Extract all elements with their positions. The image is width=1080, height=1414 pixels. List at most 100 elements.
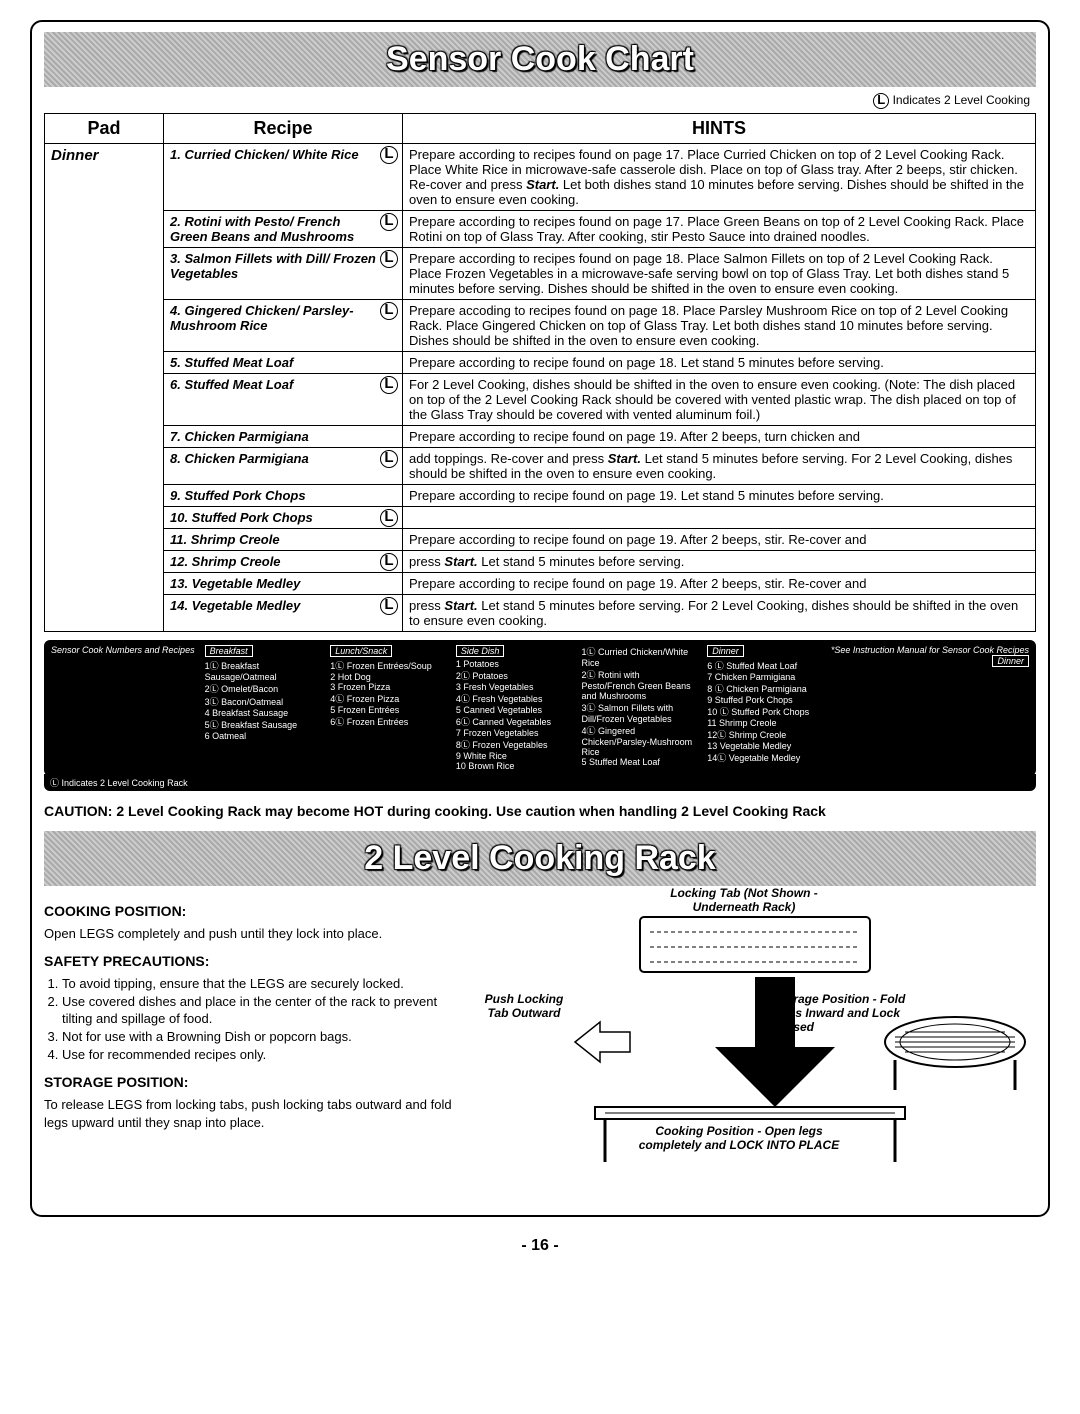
footer-group-head: Lunch/Snack — [330, 645, 392, 657]
footer-item: 6 Oatmeal — [205, 731, 319, 741]
hint-cell: Prepare according to recipes found on pa… — [403, 248, 1036, 300]
footer-item: 2 Hot Dog — [330, 672, 444, 682]
safety-item: Not for use with a Browning Dish or popc… — [62, 1028, 464, 1046]
footer-group-head: Dinner — [707, 645, 744, 657]
hint-cell: Prepare according to recipe found on pag… — [403, 485, 1036, 507]
footer-item: 4 Breakfast Sausage — [205, 708, 319, 718]
diagram-label-tab: Locking Tab (Not Shown - Underneath Rack… — [654, 886, 834, 914]
footer-item: 6 Ⓛ Stuffed Meat Loaf — [707, 659, 821, 672]
footer-item: 8 Ⓛ Chicken Parmigiana — [707, 682, 821, 695]
safety-item: Use for recommended recipes only. — [62, 1046, 464, 1064]
footer-item: 3 Frozen Pizza — [330, 682, 444, 692]
footer-item: 9 Stuffed Pork Chops — [707, 695, 821, 705]
diagram-label-push: Push Locking Tab Outward — [474, 992, 574, 1020]
footer-item: 12Ⓛ Shrimp Creole — [707, 728, 821, 741]
footer-title: Sensor Cook Numbers and Recipes — [51, 645, 195, 655]
footer-item: 4Ⓛ Gingered Chicken/Parsley-Mushroom Ric… — [582, 724, 696, 757]
recipe-cell: 3. Salmon Fillets with Dill/ Frozen Vege… — [164, 248, 403, 300]
header-recipe: Recipe — [164, 114, 403, 144]
header-pad: Pad — [45, 114, 164, 144]
cooking-text-column: COOKING POSITION: Open LEGS completely a… — [44, 892, 464, 1175]
footer-item: 5Ⓛ Breakfast Sausage — [205, 718, 319, 731]
footer-item: 1Ⓛ Curried Chicken/White Rice — [582, 645, 696, 668]
footer-item: 4Ⓛ Fresh Vegetables — [456, 692, 570, 705]
footer-item: 1Ⓛ Frozen Entrées/Soup — [330, 659, 444, 672]
footer-item: 14Ⓛ Vegetable Medley — [707, 751, 821, 764]
footer-title-group: Sensor Cook Numbers and Recipes — [51, 645, 195, 771]
two-level-indicator: L Indicates 2 Level Cooking — [44, 93, 1030, 109]
hint-cell: For 2 Level Cooking, dishes should be sh… — [403, 374, 1036, 426]
cooking-position-head: COOKING POSITION: — [44, 902, 464, 921]
hint-cell: Prepare according to recipes found on pa… — [403, 211, 1036, 248]
recipe-cell: 6. Stuffed Meat LoafL — [164, 374, 403, 426]
caution-text: CAUTION: 2 Level Cooking Rack may become… — [44, 803, 1036, 819]
storage-text: To release LEGS from locking tabs, push … — [44, 1096, 464, 1131]
footer-group: Side Dish 1 Potatoes2Ⓛ Potatoes3 Fresh Ve… — [456, 645, 570, 771]
banner-cooking-rack: 2 Level Cooking Rack — [44, 831, 1036, 886]
footer-item: 3 Fresh Vegetables — [456, 682, 570, 692]
two-level-icon: L — [380, 213, 398, 231]
diagram-label-storage: Storage Position - Fold Legs Inward and … — [774, 992, 924, 1034]
hint-cell: Prepare according to recipe found on pag… — [403, 426, 1036, 448]
recipe-cell: 14. Vegetable MedleyL — [164, 595, 403, 632]
hint-cell: add toppings. Re-cover and press Start. … — [403, 448, 1036, 485]
two-level-icon: L — [380, 553, 398, 571]
footer-item: 1 Potatoes — [456, 659, 570, 669]
footer-item: 6Ⓛ Frozen Entrées — [330, 715, 444, 728]
two-level-icon: L — [380, 302, 398, 320]
recipe-cell: 1. Curried Chicken/ White RiceL — [164, 144, 403, 211]
cooking-position-text: Open LEGS completely and push until they… — [44, 925, 464, 943]
footer-item: 2Ⓛ Potatoes — [456, 669, 570, 682]
footer-group: Lunch/Snack 1Ⓛ Frozen Entrées/Soup2 Hot D… — [330, 645, 444, 771]
header-hints: HINTS — [403, 114, 1036, 144]
diagram-label-cooking: Cooking Position - Open legs completely … — [624, 1124, 854, 1152]
footer-item: 5 Canned Vegetables — [456, 705, 570, 715]
safety-item: To avoid tipping, ensure that the LEGS a… — [62, 975, 464, 993]
safety-head: SAFETY PRECAUTIONS: — [44, 952, 464, 971]
storage-head: STORAGE POSITION: — [44, 1073, 464, 1092]
footer-notes: *See Instruction Manual for Sensor Cook … — [831, 645, 1029, 771]
recipe-cell: 8. Chicken ParmigianaL — [164, 448, 403, 485]
two-level-icon: L — [380, 597, 398, 615]
footer-item: 7 Chicken Parmigiana — [707, 672, 821, 682]
page-frame: Sensor Cook Chart L Indicates 2 Level Co… — [30, 20, 1050, 1217]
hint-cell: Prepare accoding to recipes found on pag… — [403, 300, 1036, 352]
hint-cell: press Start. Let stand 5 minutes before … — [403, 595, 1036, 632]
footer-head-dinner: Dinner — [992, 655, 1029, 667]
rack-diagram: Push Locking Tab Outward Locking Tab (No… — [474, 892, 1036, 1175]
hint-cell: Prepare according to recipes found on pa… — [403, 144, 1036, 211]
footer-group-head: Side Dish — [456, 645, 505, 657]
footer-group: Breakfast 1Ⓛ Breakfast Sausage/Oatmeal2Ⓛ … — [205, 645, 319, 771]
footer-item: 2Ⓛ Rotini with Pesto/French Green Beans … — [582, 668, 696, 701]
footer-item: 4Ⓛ Frozen Pizza — [330, 692, 444, 705]
footer-item: 1Ⓛ Breakfast Sausage/Oatmeal — [205, 659, 319, 682]
footer-group-head: Breakfast — [205, 645, 253, 657]
cooking-rack-section: COOKING POSITION: Open LEGS completely a… — [44, 892, 1036, 1175]
two-level-icon: L — [380, 146, 398, 164]
recipe-cell: 12. Shrimp CreoleL — [164, 551, 403, 573]
recipe-cell: 10. Stuffed Pork ChopsL — [164, 507, 403, 529]
footer-item: 10 Ⓛ Stuffed Pork Chops — [707, 705, 821, 718]
two-level-icon: L — [380, 250, 398, 268]
recipe-cell: 13. Vegetable Medley — [164, 573, 403, 595]
sensor-cook-table: Pad Recipe HINTS Dinner1. Curried Chicke… — [44, 113, 1036, 632]
two-level-icon: L — [873, 93, 889, 109]
hint-cell: press Start. Let stand 5 minutes before … — [403, 551, 1036, 573]
recipe-cell: 2. Rotini with Pesto/ French Green Beans… — [164, 211, 403, 248]
hint-cell: Prepare according to recipe found on pag… — [403, 529, 1036, 551]
footer-group: 1Ⓛ Curried Chicken/White Rice2Ⓛ Rotini w… — [582, 645, 696, 771]
footer-note-manual: *See Instruction Manual for Sensor Cook … — [831, 645, 1029, 655]
footer-item: 9 White Rice — [456, 751, 570, 761]
footer-item: 3Ⓛ Salmon Fillets with Dill/Frozen Veget… — [582, 701, 696, 724]
footer-columns: Breakfast1Ⓛ Breakfast Sausage/Oatmeal2Ⓛ … — [205, 645, 821, 771]
banner-sensor-cook: Sensor Cook Chart — [44, 32, 1036, 87]
footer-item: 2Ⓛ Omelet/Bacon — [205, 682, 319, 695]
safety-list: To avoid tipping, ensure that the LEGS a… — [62, 975, 464, 1063]
footer-group: Dinner 6 Ⓛ Stuffed Meat Loaf7 Chicken Par… — [707, 645, 821, 771]
recipe-cell: 4. Gingered Chicken/ Parsley-Mushroom Ri… — [164, 300, 403, 352]
hint-cell: Prepare according to recipe found on pag… — [403, 573, 1036, 595]
footer-item: 5 Frozen Entrées — [330, 705, 444, 715]
two-level-icon: L — [380, 376, 398, 394]
recipe-cell: 5. Stuffed Meat Loaf — [164, 352, 403, 374]
footer-reference: Sensor Cook Numbers and Recipes Breakfas… — [44, 640, 1036, 776]
